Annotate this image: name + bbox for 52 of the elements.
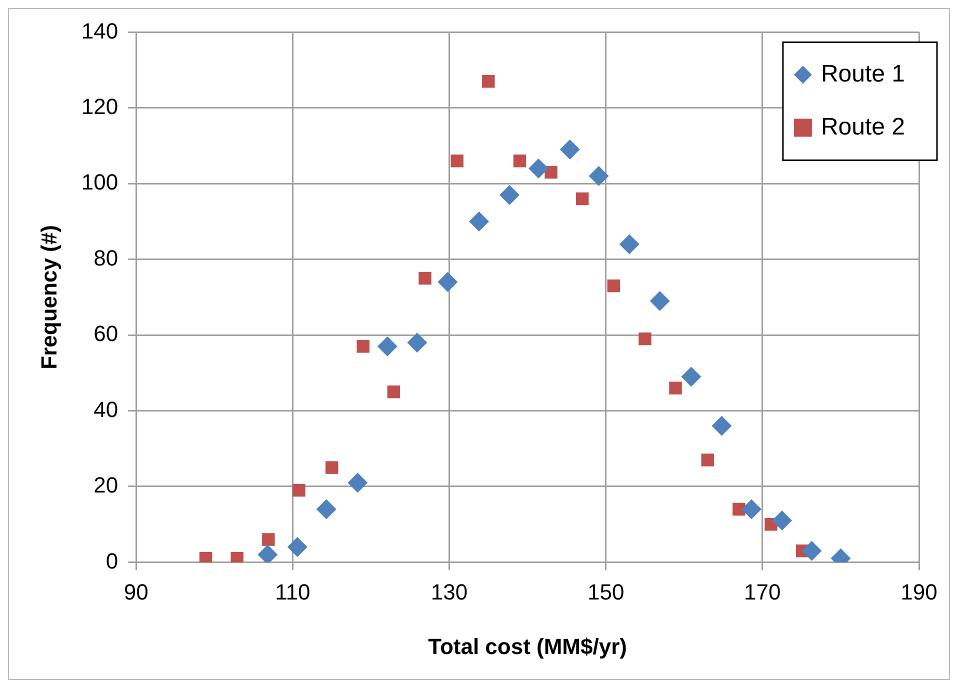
point: [681, 366, 702, 387]
point: [544, 166, 558, 179]
point: [701, 454, 714, 466]
point: [377, 336, 398, 356]
point: [262, 533, 275, 546]
point: [387, 385, 400, 398]
point: [588, 166, 609, 186]
x-axis-title: Total cost (MM$/yr): [428, 634, 627, 659]
legend-label: Route 2: [820, 113, 906, 140]
point: [513, 154, 526, 168]
y-tick-label: 0: [106, 548, 118, 574]
point: [482, 75, 495, 88]
point: [772, 510, 792, 531]
point: [407, 332, 428, 353]
point: [576, 192, 589, 206]
y-axis-title: Frequency (#): [36, 225, 62, 370]
point: [292, 484, 306, 497]
x-tick-label: 90: [124, 579, 148, 604]
point: [528, 158, 549, 178]
point: [560, 140, 580, 160]
point: [638, 332, 652, 346]
point: [438, 272, 458, 292]
point: [741, 499, 762, 520]
point: [607, 279, 620, 292]
point: [669, 382, 682, 394]
point: [450, 154, 464, 168]
point: [348, 472, 368, 493]
point: [732, 502, 746, 516]
y-tick-label: 60: [94, 321, 118, 346]
point: [500, 184, 520, 205]
point: [802, 540, 822, 561]
point: [712, 416, 732, 436]
point: [650, 290, 670, 311]
point: [418, 272, 432, 285]
x-tick-label: 130: [430, 579, 468, 604]
y-tick-label: 40: [94, 396, 118, 422]
y-tick-label: 140: [81, 18, 118, 44]
point: [287, 537, 308, 558]
y-tick-label: 20: [94, 472, 118, 498]
x-tick-label: 150: [587, 579, 624, 604]
y-tick-label: 80: [94, 245, 118, 270]
point: [619, 234, 640, 254]
x-tick-label: 190: [900, 579, 938, 604]
point: [316, 499, 336, 520]
x-tick-label: 110: [275, 579, 310, 604]
point: [469, 211, 490, 232]
point: [325, 461, 338, 474]
y-tick-label: 100: [81, 170, 118, 195]
y-tick-label: 120: [81, 94, 118, 119]
legend-label: Route 1: [820, 60, 906, 88]
point: [356, 340, 370, 353]
x-tick-label: 170: [744, 579, 781, 604]
